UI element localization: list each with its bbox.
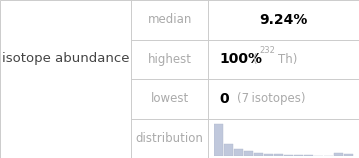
Bar [214,124,223,156]
Text: median: median [148,13,192,26]
Text: isotope abundance: isotope abundance [2,52,129,65]
Text: Th): Th) [278,53,297,66]
Bar [304,155,313,156]
Bar [344,154,353,156]
Bar [234,149,243,156]
Bar [244,151,253,156]
Bar [294,155,303,156]
Bar [255,153,263,156]
Text: (: ( [253,53,258,66]
Bar [284,155,293,156]
Bar [274,154,283,156]
Text: 100%: 100% [219,52,262,66]
Text: (7 isotopes): (7 isotopes) [237,92,306,105]
Text: lowest: lowest [150,92,189,105]
Bar [334,153,343,156]
Text: 9.24%: 9.24% [260,13,308,27]
Bar [224,144,233,156]
Text: distribution: distribution [136,132,204,145]
Text: 232: 232 [260,46,275,55]
Text: 0: 0 [219,92,229,106]
Bar [264,154,273,156]
Text: highest: highest [148,53,192,66]
